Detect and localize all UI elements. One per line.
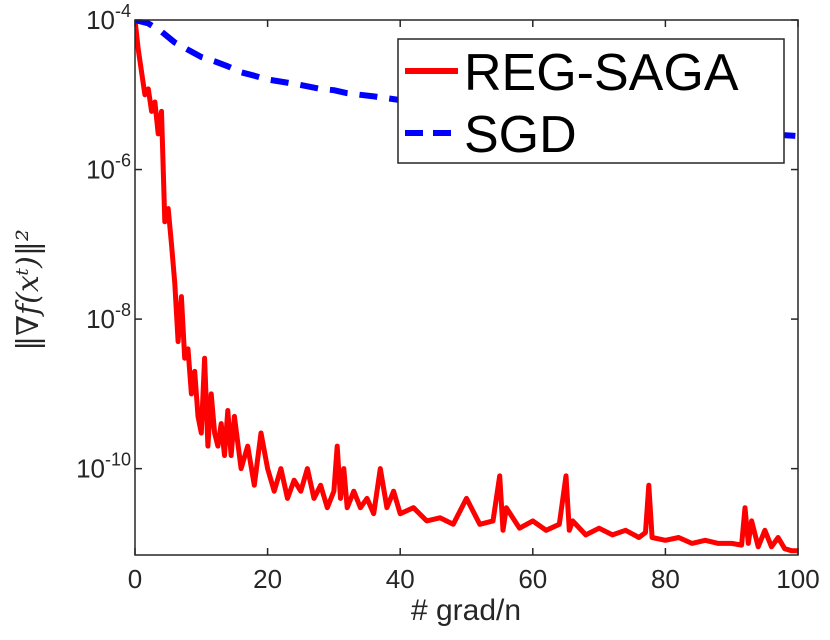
x-tick-label-2: 40 bbox=[386, 564, 415, 594]
tick-labels-layer: 0 20 40 60 80 100 10-10 10-8 10-6 10-4 bbox=[76, 1, 820, 594]
y-tick-label-3: 10-4 bbox=[86, 1, 131, 35]
legend-box bbox=[397, 38, 785, 164]
ticks-layer bbox=[134, 19, 799, 555]
x-tick-label-1: 20 bbox=[253, 564, 282, 594]
y-tick-label-0: 10-10 bbox=[76, 450, 131, 484]
y-tick-label-1: 10-8 bbox=[86, 300, 131, 334]
legend: REG-SAGA SGD bbox=[397, 38, 785, 164]
y-tick-label-2: 10-6 bbox=[86, 151, 131, 185]
x-tick-label-5: 100 bbox=[776, 564, 819, 594]
series-line-reg-saga bbox=[135, 20, 798, 554]
plot-frame bbox=[134, 19, 799, 556]
legend-label-sgd: SGD bbox=[464, 106, 577, 164]
x-tick-label-3: 60 bbox=[518, 564, 547, 594]
x-tick-label-4: 80 bbox=[651, 564, 680, 594]
legend-label-reg-saga: REG-SAGA bbox=[464, 44, 739, 102]
x-tick-label-0: 0 bbox=[128, 564, 142, 594]
x-axis-title: # grad/n bbox=[411, 594, 521, 627]
y-axis-title: ‖∇f(xᵗ)‖² bbox=[11, 229, 46, 351]
